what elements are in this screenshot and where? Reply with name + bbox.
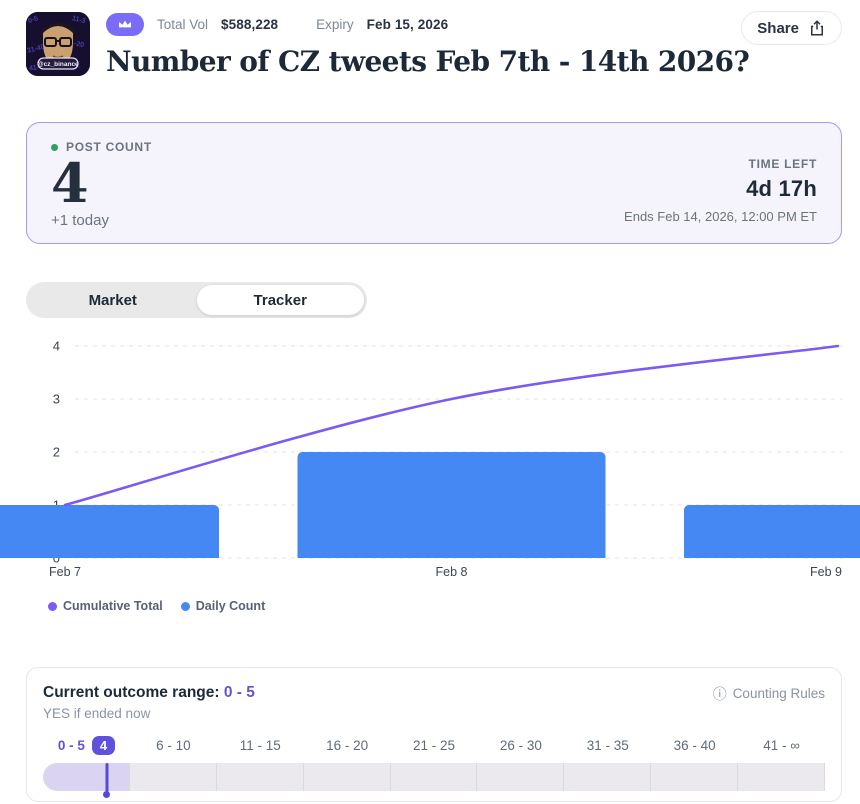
svg-text:@cz_binance: @cz_binance — [37, 61, 79, 68]
track-segment — [564, 763, 652, 792]
page-header: 0-5 11-3 31-40 -20 21- 41-∞ @cz_binance — [0, 0, 860, 78]
bucket-label: 26 - 30 — [499, 738, 542, 754]
post-count-delta: +1 today — [51, 212, 109, 230]
x-axis-tick: Feb 8 — [436, 565, 468, 579]
chart-legend: Cumulative Total Daily Count — [48, 599, 860, 613]
post-count-block: POST COUNT 4 +1 today — [51, 140, 152, 229]
svg-text:31-40: 31-40 — [26, 44, 45, 55]
share-button[interactable]: Share — [741, 11, 842, 45]
track-segment — [651, 763, 739, 792]
legend-dot — [180, 601, 190, 611]
current-value-badge: 4 — [91, 736, 116, 756]
track-segment — [216, 763, 304, 792]
track-segment — [303, 763, 391, 792]
cumulative-total-line — [63, 344, 840, 507]
tab-market[interactable]: Market — [88, 291, 137, 309]
legend-item: Daily Count — [180, 599, 266, 614]
legend-label: Cumulative Total — [63, 599, 163, 614]
market-avatar: 0-5 11-3 31-40 -20 21- 41-∞ @cz_binance — [26, 12, 90, 76]
x-axis-tick: Feb 7 — [49, 565, 81, 579]
bucket-label: 41 - ∞ — [763, 738, 800, 754]
post-count-label: POST COUNT — [66, 140, 152, 154]
tab-tracker[interactable]: Tracker — [196, 285, 364, 316]
ends-text: Ends Feb 14, 2026, 12:00 PM ET — [624, 209, 817, 224]
cz-avatar-image: 0-5 11-3 31-40 -20 21- 41-∞ @cz_binance — [26, 12, 90, 76]
info-icon: ⓘ — [712, 685, 727, 702]
share-button-label: Share — [757, 19, 799, 37]
y-axis-tick: 2 — [53, 445, 60, 460]
page-title: Number of CZ tweets Feb 7th - 14th 2026? — [106, 45, 750, 78]
x-axis-tick: Feb 9 — [810, 565, 842, 579]
daily-count-bar — [297, 452, 606, 559]
counting-rules-link[interactable]: ⓘ Counting Rules — [713, 686, 825, 701]
daily-count-bar — [0, 505, 219, 559]
counting-rules-label: Counting Rules — [732, 686, 825, 702]
outcome-range-value: 0 - 5 — [223, 684, 255, 702]
live-status-dot — [51, 143, 58, 151]
outcome-range-title: Current outcome range: 0 - 5 — [43, 684, 255, 702]
category-badge — [106, 12, 144, 36]
svg-text:0-5: 0-5 — [27, 15, 39, 25]
legend-item: Cumulative Total — [48, 599, 163, 613]
track-segment — [43, 763, 130, 792]
time-left-label: TIME LEFT — [748, 157, 817, 171]
track-segment — [129, 763, 217, 792]
daily-count-bar — [684, 505, 860, 559]
expiry-label: Expiry — [316, 16, 354, 32]
svg-text:41-∞: 41-∞ — [29, 63, 45, 72]
expiry-value: Feb 15, 2026 — [366, 16, 449, 32]
outcome-range-track — [43, 763, 826, 796]
current-count-marker — [105, 763, 109, 796]
bucket-label: 36 - 40 — [673, 738, 716, 754]
legend-label: Daily Count — [195, 599, 266, 614]
track-segment — [738, 763, 826, 792]
bucket-label: 31 - 35 — [586, 738, 629, 754]
outcome-range-card: Current outcome range: 0 - 5 YES if ende… — [26, 667, 842, 803]
total-vol-label: Total Vol — [157, 16, 209, 32]
time-left-block: TIME LEFT 4d 17h Ends Feb 14, 2026, 12:0… — [624, 140, 817, 229]
outcome-range-block: Current outcome range: 0 - 5 YES if ende… — [43, 684, 255, 721]
bucket-label: 21 - 25 — [412, 738, 456, 754]
bucket-label: 6 - 10 — [156, 738, 191, 754]
outcome-range-subtitle: YES if ended now — [43, 706, 151, 722]
time-left-value: 4d 17h — [746, 176, 817, 201]
svg-text:-20: -20 — [73, 40, 84, 49]
y-axis-tick: 3 — [53, 392, 60, 407]
crown-icon — [119, 20, 131, 28]
post-count-card: POST COUNT 4 +1 today TIME LEFT 4d 17h E… — [26, 122, 842, 245]
track-segment — [390, 763, 478, 792]
market-meta-row: Total Vol $588,228 Expiry Feb 15, 2026 — [106, 12, 842, 36]
outcome-range-label: Current outcome range: — [43, 684, 220, 702]
y-axis-tick: 4 — [53, 339, 60, 354]
market-tracker-tabs: Market Tracker — [26, 282, 367, 319]
bucket-label: 11 - 15 — [239, 738, 281, 754]
share-icon — [811, 20, 823, 36]
svg-text:11-3: 11-3 — [71, 15, 86, 25]
bucket-label: 16 - 20 — [326, 738, 369, 754]
track-segment — [477, 763, 565, 792]
post-count-value: 4 — [51, 151, 89, 215]
legend-dot — [48, 601, 57, 611]
total-vol-value: $588,228 — [221, 16, 279, 32]
